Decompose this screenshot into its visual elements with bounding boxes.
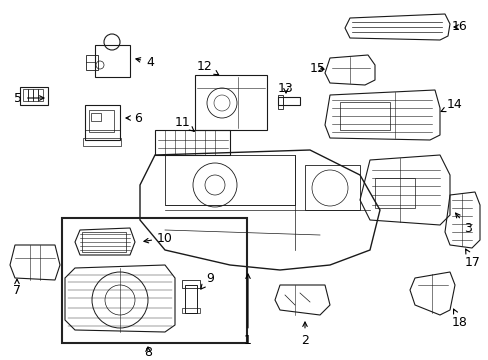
Bar <box>155 130 229 155</box>
Bar <box>23 89 28 101</box>
Text: 13: 13 <box>278 81 293 94</box>
Bar <box>83 138 121 146</box>
Text: 14: 14 <box>440 99 462 112</box>
Text: 16: 16 <box>451 21 467 33</box>
Bar <box>195 75 266 130</box>
Bar <box>91 113 101 121</box>
Bar <box>38 89 43 101</box>
Text: 15: 15 <box>309 62 325 75</box>
Text: 9: 9 <box>201 271 214 289</box>
Bar <box>182 280 200 288</box>
Bar <box>339 102 389 130</box>
Bar <box>62 218 246 343</box>
Bar <box>95 45 130 77</box>
Bar <box>86 55 98 70</box>
Text: 6: 6 <box>126 112 142 125</box>
Bar <box>278 95 283 109</box>
Bar <box>182 308 200 313</box>
Bar <box>82 232 126 252</box>
Text: 12: 12 <box>197 59 218 75</box>
Bar <box>164 155 294 205</box>
Text: 3: 3 <box>455 213 471 234</box>
Text: 7: 7 <box>13 279 21 297</box>
Bar <box>278 97 299 105</box>
Text: 5: 5 <box>14 91 44 104</box>
Bar <box>305 165 359 210</box>
Bar <box>374 178 414 208</box>
Text: 18: 18 <box>451 309 467 328</box>
Text: 11: 11 <box>175 116 194 131</box>
Text: 4: 4 <box>136 55 154 68</box>
Bar <box>85 105 120 140</box>
Text: 2: 2 <box>301 322 308 346</box>
Bar <box>33 89 38 101</box>
Text: 1: 1 <box>244 274 251 346</box>
Text: 10: 10 <box>143 231 173 244</box>
Bar <box>28 89 33 101</box>
Bar <box>20 87 48 105</box>
Text: 8: 8 <box>143 346 152 359</box>
Bar <box>89 110 114 132</box>
Text: 17: 17 <box>464 249 480 269</box>
Bar <box>184 285 197 313</box>
